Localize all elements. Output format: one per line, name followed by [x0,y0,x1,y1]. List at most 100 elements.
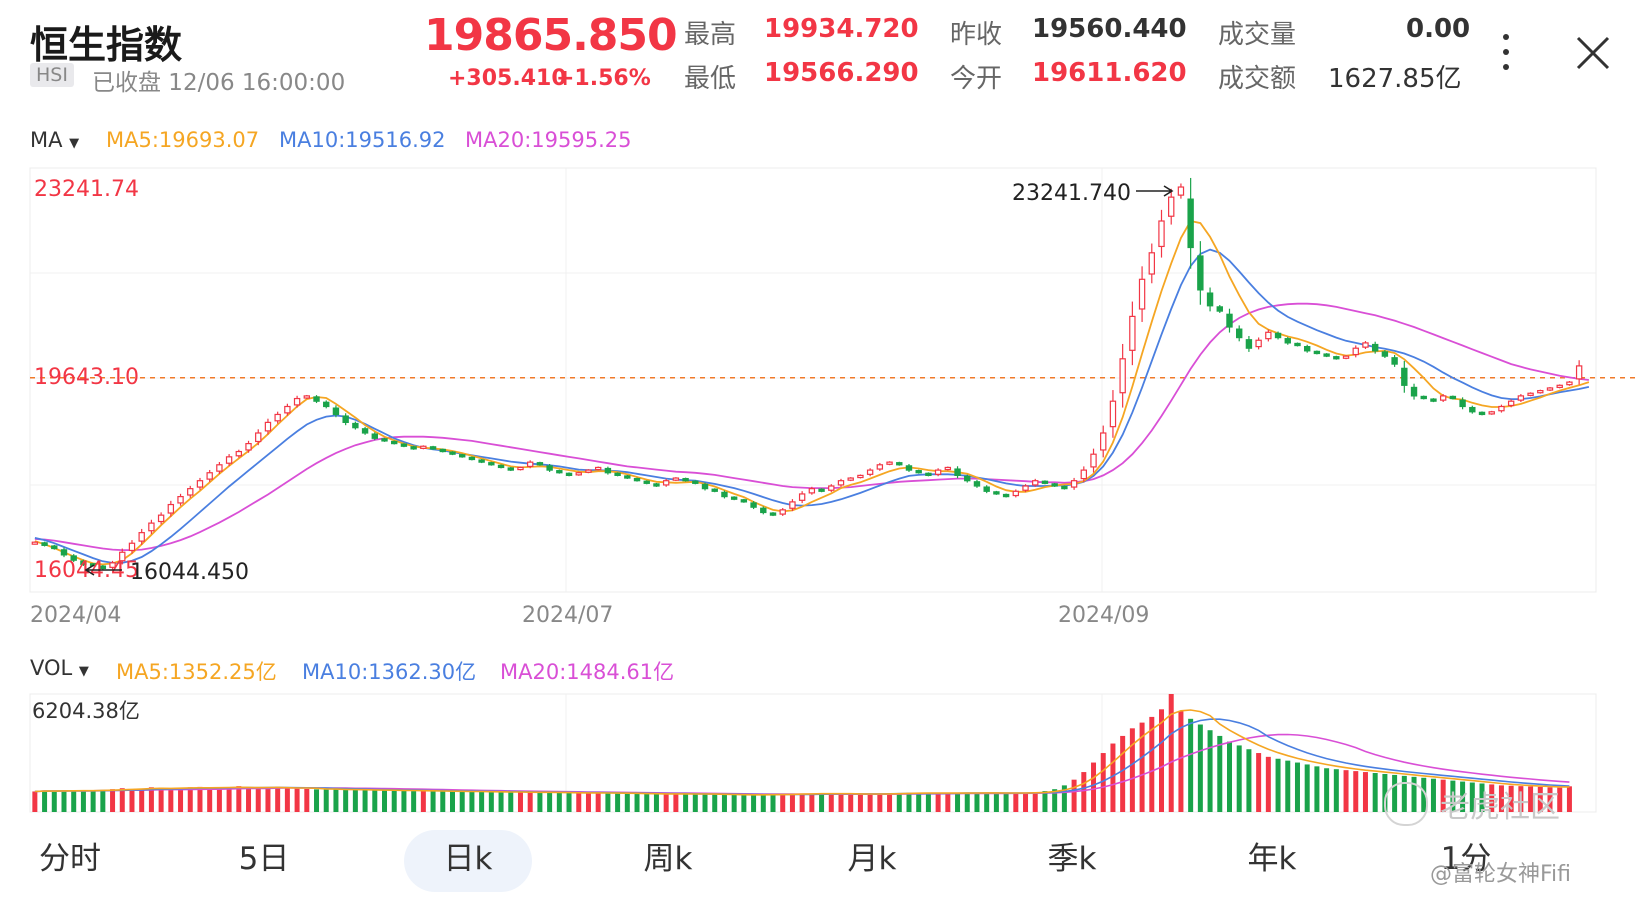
volume-bar [479,791,485,812]
volume-bar [51,791,57,812]
volume-bar [1314,766,1320,812]
candle [468,456,476,461]
candle [157,514,165,523]
volume-bar [1159,709,1165,812]
tab-daily-k[interactable]: 日k [443,841,493,877]
candle [575,472,582,476]
candle [1362,342,1369,348]
volume-bar [508,792,514,812]
candle [565,472,573,476]
volume-bar [71,790,77,812]
volume-bar [449,791,455,812]
volume-bar [653,794,659,812]
candle [944,466,952,471]
chart-frame [29,167,1597,593]
volume-bar [819,793,825,812]
tab-quarterly-k[interactable]: 季k [1047,841,1097,877]
tab-yearly-k[interactable]: 年k [1247,841,1297,877]
ticker-badge: HSI [30,63,74,87]
volume-ma-lines [34,709,1570,796]
candle [925,472,932,476]
tab-weekly-k[interactable]: 周k [643,841,693,877]
volume-bar [1294,762,1300,812]
candle [1158,220,1165,248]
volume-label: 成交量 [1218,20,1297,50]
high-label: 最高 [684,20,737,50]
volume-bar [683,793,689,812]
candle [119,551,126,562]
candle [1168,196,1175,217]
more-icon[interactable] [1496,28,1516,76]
volume-bar [284,788,290,812]
volume-bar [148,787,154,812]
ma5-legend: MA5:19693.07 [106,128,260,152]
volume-bar [770,794,776,812]
turnover-value: 1627.85亿 [1328,64,1462,94]
candle [1469,406,1476,413]
volume-bar [857,794,863,812]
candle [1323,353,1330,357]
volume-bar [780,794,786,812]
candle [517,466,524,471]
candle [1575,365,1583,380]
volume-bar [1168,694,1174,812]
tab-monthly-k[interactable]: 月k [847,841,897,877]
volume-bar [877,793,883,812]
volume-bar [1372,773,1378,812]
volume-bar [1207,730,1213,812]
tab-intraday[interactable]: 分时 [39,841,101,877]
volume-bar [411,791,417,812]
candle [1274,332,1282,339]
ma10-legend: MA10:19516.92 [279,128,446,152]
candle [1265,331,1272,340]
ma-dropdown[interactable]: MA ▼ [30,128,79,152]
candle [876,464,884,470]
candle [1177,186,1185,196]
candle [993,491,1000,495]
kline-chart[interactable]: 23241.74 19643.10 16044.45 23241.740 160… [0,0,1640,630]
candle [1381,351,1389,357]
candle [740,499,748,503]
tiger-logo-icon [1384,782,1428,826]
candle [332,407,340,416]
volume-bar [265,787,271,812]
volume-bar [828,793,834,812]
candle [342,415,349,424]
candle [410,446,417,450]
volume-bar [255,788,261,812]
candle [206,472,213,480]
candle [459,454,466,458]
vol-label: VOL [30,656,73,680]
volume-bar [984,792,990,812]
close-icon[interactable] [1570,30,1616,76]
candle [1206,292,1214,307]
volume-bar [1226,741,1232,812]
chevron-down-icon: ▼ [78,664,89,679]
candle [1527,392,1534,396]
candle [196,480,204,488]
candle [167,503,175,514]
volume-bar [391,790,397,812]
candle [604,467,612,474]
volume-bar [61,790,67,812]
volume-bar [906,792,912,812]
volume-bar [236,786,242,812]
volume-bar [576,793,582,812]
candle [1002,493,1010,498]
candle [973,481,981,487]
volume-bar [42,790,48,812]
candle [750,502,757,508]
high-marker-label: 23241.740 [1012,181,1131,206]
volume-bar [343,789,349,812]
candle [857,474,864,479]
candle [954,468,961,477]
x-tick-label: 2024/04 [30,603,121,628]
tab-5day[interactable]: 5日 [238,841,290,877]
candle [818,488,825,492]
volume-bar [1052,789,1058,812]
tab-1min[interactable]: 1分 [1440,841,1492,877]
vol-dropdown[interactable]: VOL ▼ [30,656,89,680]
candle [1333,356,1340,360]
volume-bar [110,789,116,812]
candle [1352,347,1359,356]
